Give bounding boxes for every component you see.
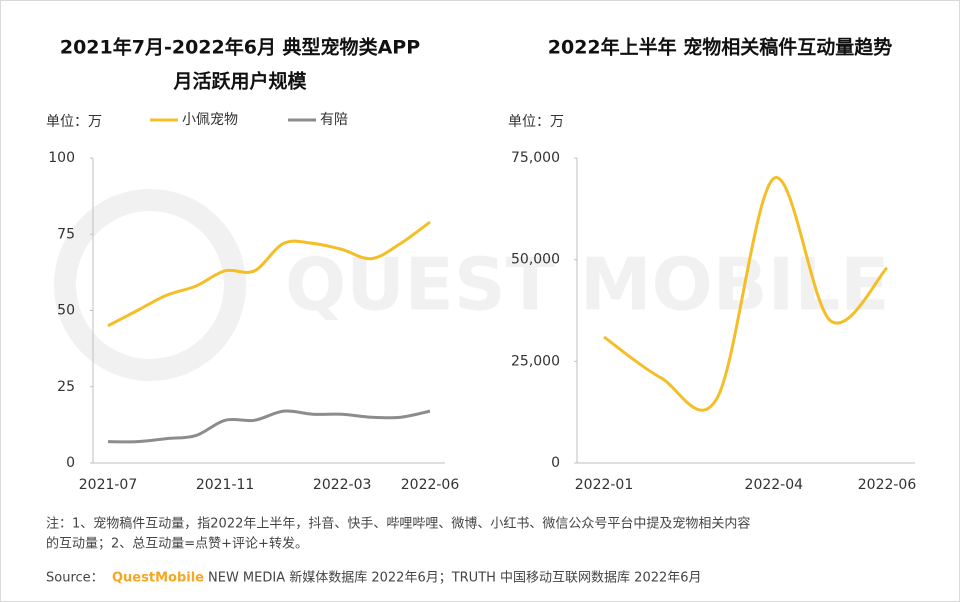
line-series	[603, 176, 889, 412]
chart-title: 2022年上半年 宠物相关稿件互动量趋势	[548, 36, 893, 59]
source-label: Source：	[46, 571, 104, 586]
y-tick-label: 50,000	[511, 252, 560, 268]
y-tick-label: 0	[66, 455, 75, 471]
y-unit: 单位：万	[46, 114, 102, 130]
source-text: NEW MEDIA 新媒体数据库 2022年6月；TRUTH 中国移动互联网数据…	[208, 570, 702, 586]
x-tick-label: 2022-01	[575, 477, 634, 493]
y-tick-label: 25,000	[511, 353, 560, 369]
note: 注：1、宠物稿件互动量，指2022年上半年，抖音、快手、哔哩哔哩、微博、小红书、…	[46, 516, 750, 532]
x-tick-label: 2021-07	[79, 477, 138, 493]
watermark-logo	[54, 189, 246, 381]
legend-label: 小佩宠物	[182, 112, 238, 128]
y-tick-label: 0	[551, 455, 560, 471]
x-tick-label: 2021-11	[196, 477, 255, 493]
chart-title: 月活跃用户规模	[172, 70, 307, 93]
y-tick-label: 25	[57, 379, 75, 395]
line-series	[107, 220, 431, 328]
line-series	[107, 409, 431, 444]
note: 的互动量；2、总互动量=点赞+评论+转发。	[46, 536, 308, 552]
y-tick-label: 75	[57, 226, 75, 242]
x-tick-label: 2022-04	[745, 477, 804, 493]
source-brand: QuestMobile	[112, 571, 204, 586]
x-tick-label: 2022-06	[858, 477, 917, 493]
x-tick-label: 2022-06	[401, 477, 460, 493]
chart-title: 2021年7月-2022年6月 典型宠物类APP	[60, 36, 420, 59]
y-tick-label: 50	[57, 303, 75, 319]
y-tick-label: 100	[48, 150, 75, 166]
watermark: QUEST MOBILE	[285, 243, 889, 327]
x-tick-label: 2022-03	[313, 477, 372, 493]
y-unit: 单位：万	[508, 114, 564, 130]
y-tick-label: 75,000	[511, 150, 560, 166]
legend-label: 有陪	[320, 112, 348, 128]
